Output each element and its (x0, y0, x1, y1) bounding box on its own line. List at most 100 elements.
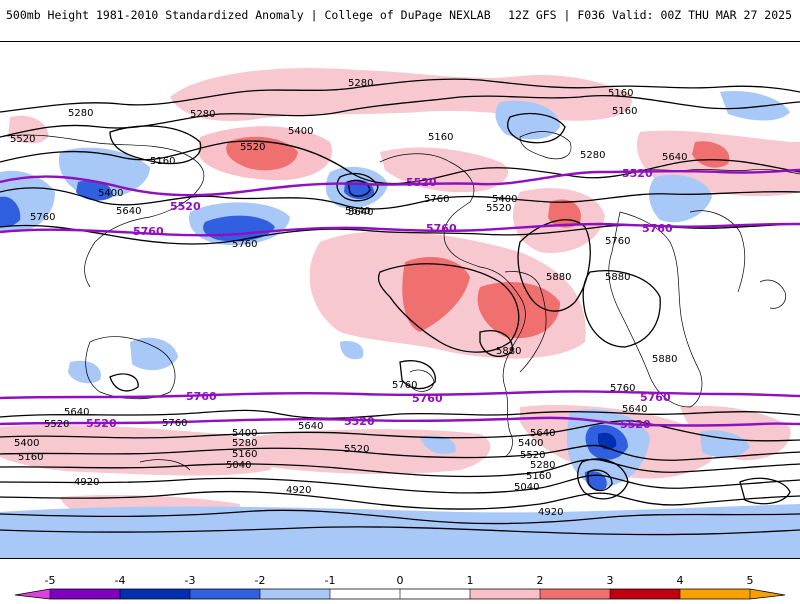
colorbar-swatches (14, 588, 786, 600)
colorbar-tick-label: -1 (325, 574, 336, 587)
coastline (409, 369, 435, 392)
contour-label: 5640 (64, 407, 89, 418)
contour-label: 5040 (514, 482, 539, 493)
coastline (379, 153, 526, 458)
contour-label: 5040 (226, 460, 251, 471)
anomaly-area (720, 91, 790, 121)
coastline (759, 279, 786, 309)
colorbar-graphic: -5 -4 -3 -2 -1 0 1 2 3 4 5 (14, 574, 786, 600)
contour-label: 5280 (232, 438, 257, 449)
contour-line (0, 526, 800, 536)
anomaly-area (680, 405, 791, 461)
contour-line (0, 95, 800, 138)
map-panel: 5280 5160 5160 5280 5520 5280 5400 5160 … (0, 41, 800, 559)
anomaly-area (648, 174, 712, 223)
reference-line-5760-north (0, 222, 800, 237)
colorbar-swatch (610, 589, 680, 599)
anomaly-area (692, 141, 730, 168)
contour-label: 5880 (496, 346, 521, 357)
map-title: 500mb Height 1981-2010 Standardized Anom… (6, 8, 491, 22)
reference-labels: 5520 5520 5520 5760 5760 5760 5760 5760 … (86, 167, 673, 431)
contour-line (0, 409, 800, 419)
colorbar-tick-label: 2 (537, 574, 544, 587)
contour-label: 5640 (298, 421, 323, 432)
contour-line (582, 270, 661, 348)
coastlines (0, 131, 800, 471)
contour-label: 5280 (190, 109, 215, 120)
reference-line-5520-north (0, 168, 800, 197)
anomaly-colorbar: -5 -4 -3 -2 -1 0 1 2 3 4 5 (0, 570, 800, 600)
colorbar-swatch (260, 589, 330, 599)
contour-label: 5640 (662, 152, 687, 163)
colorbar-tick-label: 5 (747, 574, 754, 587)
contour-line (0, 509, 800, 525)
anomaly-area (130, 337, 178, 371)
anomaly-area (477, 282, 560, 339)
contour-label: 5760 (605, 236, 630, 247)
contour-label: 5640 (622, 404, 647, 415)
reference-label: 5760 (426, 222, 457, 235)
map-header: 500mb Height 1981-2010 Standardized Anom… (0, 0, 800, 32)
colorbar-tick-label: 1 (467, 574, 474, 587)
contour-label: 4920 (286, 485, 311, 496)
contour-line (0, 458, 800, 478)
contour-line (0, 140, 800, 185)
contour-label: 4920 (538, 507, 563, 518)
contour-label: 5640 (116, 206, 141, 217)
colorbar-swatch (15, 589, 50, 599)
reference-label: 5520 (620, 418, 651, 431)
contour-label: 5760 (162, 418, 187, 429)
contour-label: 5160 (428, 132, 453, 143)
contour-label: 5160 (608, 88, 633, 99)
contour-label: 4920 (74, 477, 99, 488)
reference-line-5760-south (0, 390, 800, 400)
reference-label: 5520 (406, 176, 437, 189)
reference-line-5520-south (0, 416, 800, 427)
colorbar-tick-label: -4 (115, 574, 126, 587)
contour-label: 5760 (30, 212, 55, 223)
colorbar-swatch (540, 589, 610, 599)
contour-label: 5520 (344, 444, 369, 455)
contour-line (0, 474, 800, 494)
contour-label: 5400 (98, 188, 123, 199)
colorbar-labels: -5 -4 -3 -2 -1 0 1 2 3 4 5 (45, 574, 754, 587)
colorbar-swatch (750, 589, 785, 599)
colorbar-tick-label: -5 (45, 574, 56, 587)
anomaly-area (495, 100, 560, 140)
contour-line (347, 179, 371, 197)
contour-line (577, 458, 629, 500)
contour-label: 5160 (612, 106, 637, 117)
anomaly-area (402, 257, 470, 332)
reference-label: 5760 (186, 390, 217, 403)
contour-line (739, 477, 791, 505)
anomaly-area (0, 196, 21, 228)
contour-label: 5160 (18, 452, 43, 463)
colorbar-swatch (120, 589, 190, 599)
contour-label: 5760 (610, 383, 635, 394)
anomaly-area (226, 136, 298, 171)
reference-label: 5760 (642, 222, 673, 235)
anomaly-area (76, 180, 113, 201)
colorbar-swatch (680, 589, 750, 599)
contour-label: 5520 (44, 419, 69, 430)
contour-label: 5280 (580, 150, 605, 161)
colorbar-swatch (190, 589, 260, 599)
contour-line (479, 330, 513, 357)
contour-label: 5520 (10, 134, 35, 145)
reference-label: 5520 (86, 417, 117, 430)
contour-line (377, 263, 520, 353)
contour-line (507, 113, 566, 144)
colorbar-swatch (470, 589, 540, 599)
contour-line (336, 173, 379, 202)
reference-label: 5760 (412, 392, 443, 405)
contour-label: 5400 (232, 428, 257, 439)
coastline (139, 459, 191, 471)
contour-label: 5400 (14, 438, 39, 449)
coastline (689, 210, 746, 293)
contour-label: 5880 (652, 354, 677, 365)
contour-label: 5400 (288, 126, 313, 137)
contour-label: 5520 (486, 203, 511, 214)
contour-label: 5760 (392, 380, 417, 391)
colorbar-swatch (50, 589, 120, 599)
contour-label: 5160 (150, 156, 175, 167)
